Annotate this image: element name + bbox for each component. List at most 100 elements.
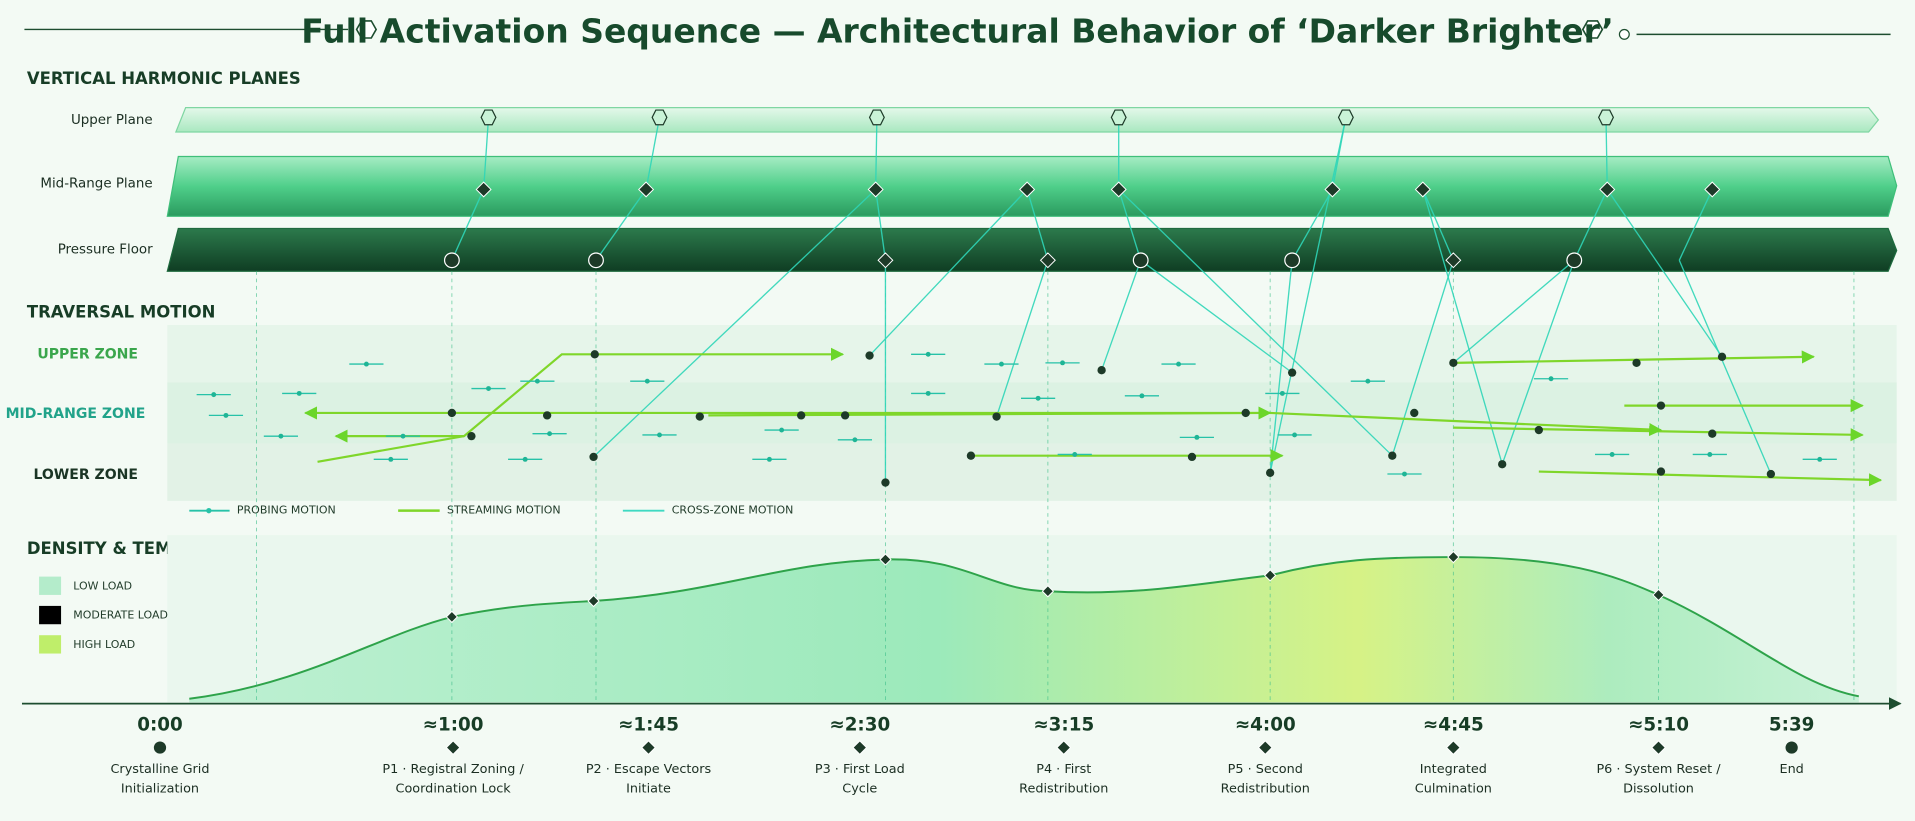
cross-zone-line [1269,260,1293,473]
cross-zone-line [1606,189,1723,358]
cross-zone-line [875,117,878,190]
traversal-node [1498,460,1507,469]
probe-dot [644,378,650,384]
traversal-node [966,451,976,460]
mid-node [1414,181,1431,198]
floor-node [443,252,460,269]
traversal-node [590,350,599,359]
plane-label: Mid-Range Plane [40,176,152,191]
timeline-marker [1257,740,1273,755]
traversal-node [1241,408,1250,418]
timeline-marker [1445,740,1461,755]
cross-zone-line [875,189,887,261]
plane-label: Upper Plane [71,113,153,128]
traversal-node [1708,429,1717,438]
probe-dot [522,456,528,462]
timeline-time: 0:00 [137,715,183,736]
legend-label: PROBING MOTION [237,504,336,517]
timeline-time: ≈4:00 [1235,715,1296,736]
density-node [445,610,459,624]
legend-swatch [206,507,212,514]
timeline-time: ≈3:15 [1033,715,1094,736]
traversal-node [797,411,806,420]
traversal-node [1097,366,1106,375]
probe-dot [296,390,302,396]
probe-dot [1072,452,1078,457]
mid-node [1324,181,1341,198]
probe-dot [1279,390,1285,396]
timeline-time: ≈1:45 [618,715,679,736]
timeline-label: P4 · First [1036,762,1091,777]
legend-swatch [39,605,62,625]
timeline-marker [852,740,868,755]
traversal-node [1449,358,1458,368]
density-node [1041,585,1055,598]
traversal-node [1187,452,1197,462]
traversal-node [467,431,476,441]
timeline-marker [641,740,656,755]
mid-node [638,181,655,198]
probe-dot [1548,376,1554,382]
timeline-label: P3 · First Load [815,762,905,777]
mid-node [475,181,492,198]
probe-dot [1817,456,1823,462]
streaming-line [1270,411,1663,437]
cross-zone-line [1605,117,1608,190]
cross-zone-line [1573,189,1608,261]
probe-dot [1707,452,1713,457]
cross-zone-line [1291,189,1334,261]
probe-dot [1194,434,1200,440]
traversal-node [1287,368,1297,377]
traversal-node [695,412,704,421]
cross-zone-line [1100,260,1142,371]
cross-zone-line [869,188,1028,357]
traversal-node [589,452,598,462]
density-node [1652,588,1665,602]
probe-dot [400,433,406,439]
streaming-line [317,347,845,463]
generated-layer: 0:00 Crystalline Grid Initialization ≈1:00 P… [110,109,1883,797]
traversal-node [881,478,890,487]
section-heading: VERTICAL HARMONIC PLANES [27,69,301,88]
probe-dot [925,351,931,357]
floor-node [588,252,604,269]
section-heading: TRAVERSAL MOTION [27,302,216,321]
cross-zone-line [1026,189,1049,261]
timeline-marker [1785,741,1798,754]
legend-label: LOW LOAD [73,579,132,592]
traversal-node [1717,352,1727,361]
page-title: Full Activation Sequence — Architectural… [301,12,1614,51]
mid-node [867,181,884,198]
legend-swatch [39,635,62,654]
probe-dot [852,437,858,443]
traversal-node [447,408,457,418]
traversal-node [1656,467,1666,476]
timeline-label: P5 · Second [1228,762,1303,777]
probe-dot [388,456,394,462]
probe-dot [1292,432,1298,438]
probe-dot [363,361,369,367]
cross-zone-line [1678,260,1772,475]
legend-label: HIGH LOAD [73,638,135,651]
probe-dot [1609,452,1615,457]
legend-label: CROSS-ZONE MOTION [672,504,794,517]
mid-node [1704,181,1721,198]
floor-node [1132,252,1149,269]
probe-dot [1365,378,1371,384]
upper-node [1110,109,1127,126]
probe-dot [925,390,931,396]
timeline-time: ≈4:45 [1423,715,1484,736]
legend-label: STREAMING MOTION [447,504,561,517]
timeline-label: Culmination [1415,782,1492,797]
density-node [1447,550,1460,564]
floor-node [1566,252,1583,269]
probe-dot [1176,361,1181,367]
upper-zone-band [167,325,1897,383]
probe-dot [766,456,772,462]
timeline-marker [1651,740,1666,755]
timeline-label: Redistribution [1019,782,1108,797]
timeline-label: Cycle [842,782,877,797]
cross-zone-line [595,189,647,261]
traversal-node [992,412,1001,421]
